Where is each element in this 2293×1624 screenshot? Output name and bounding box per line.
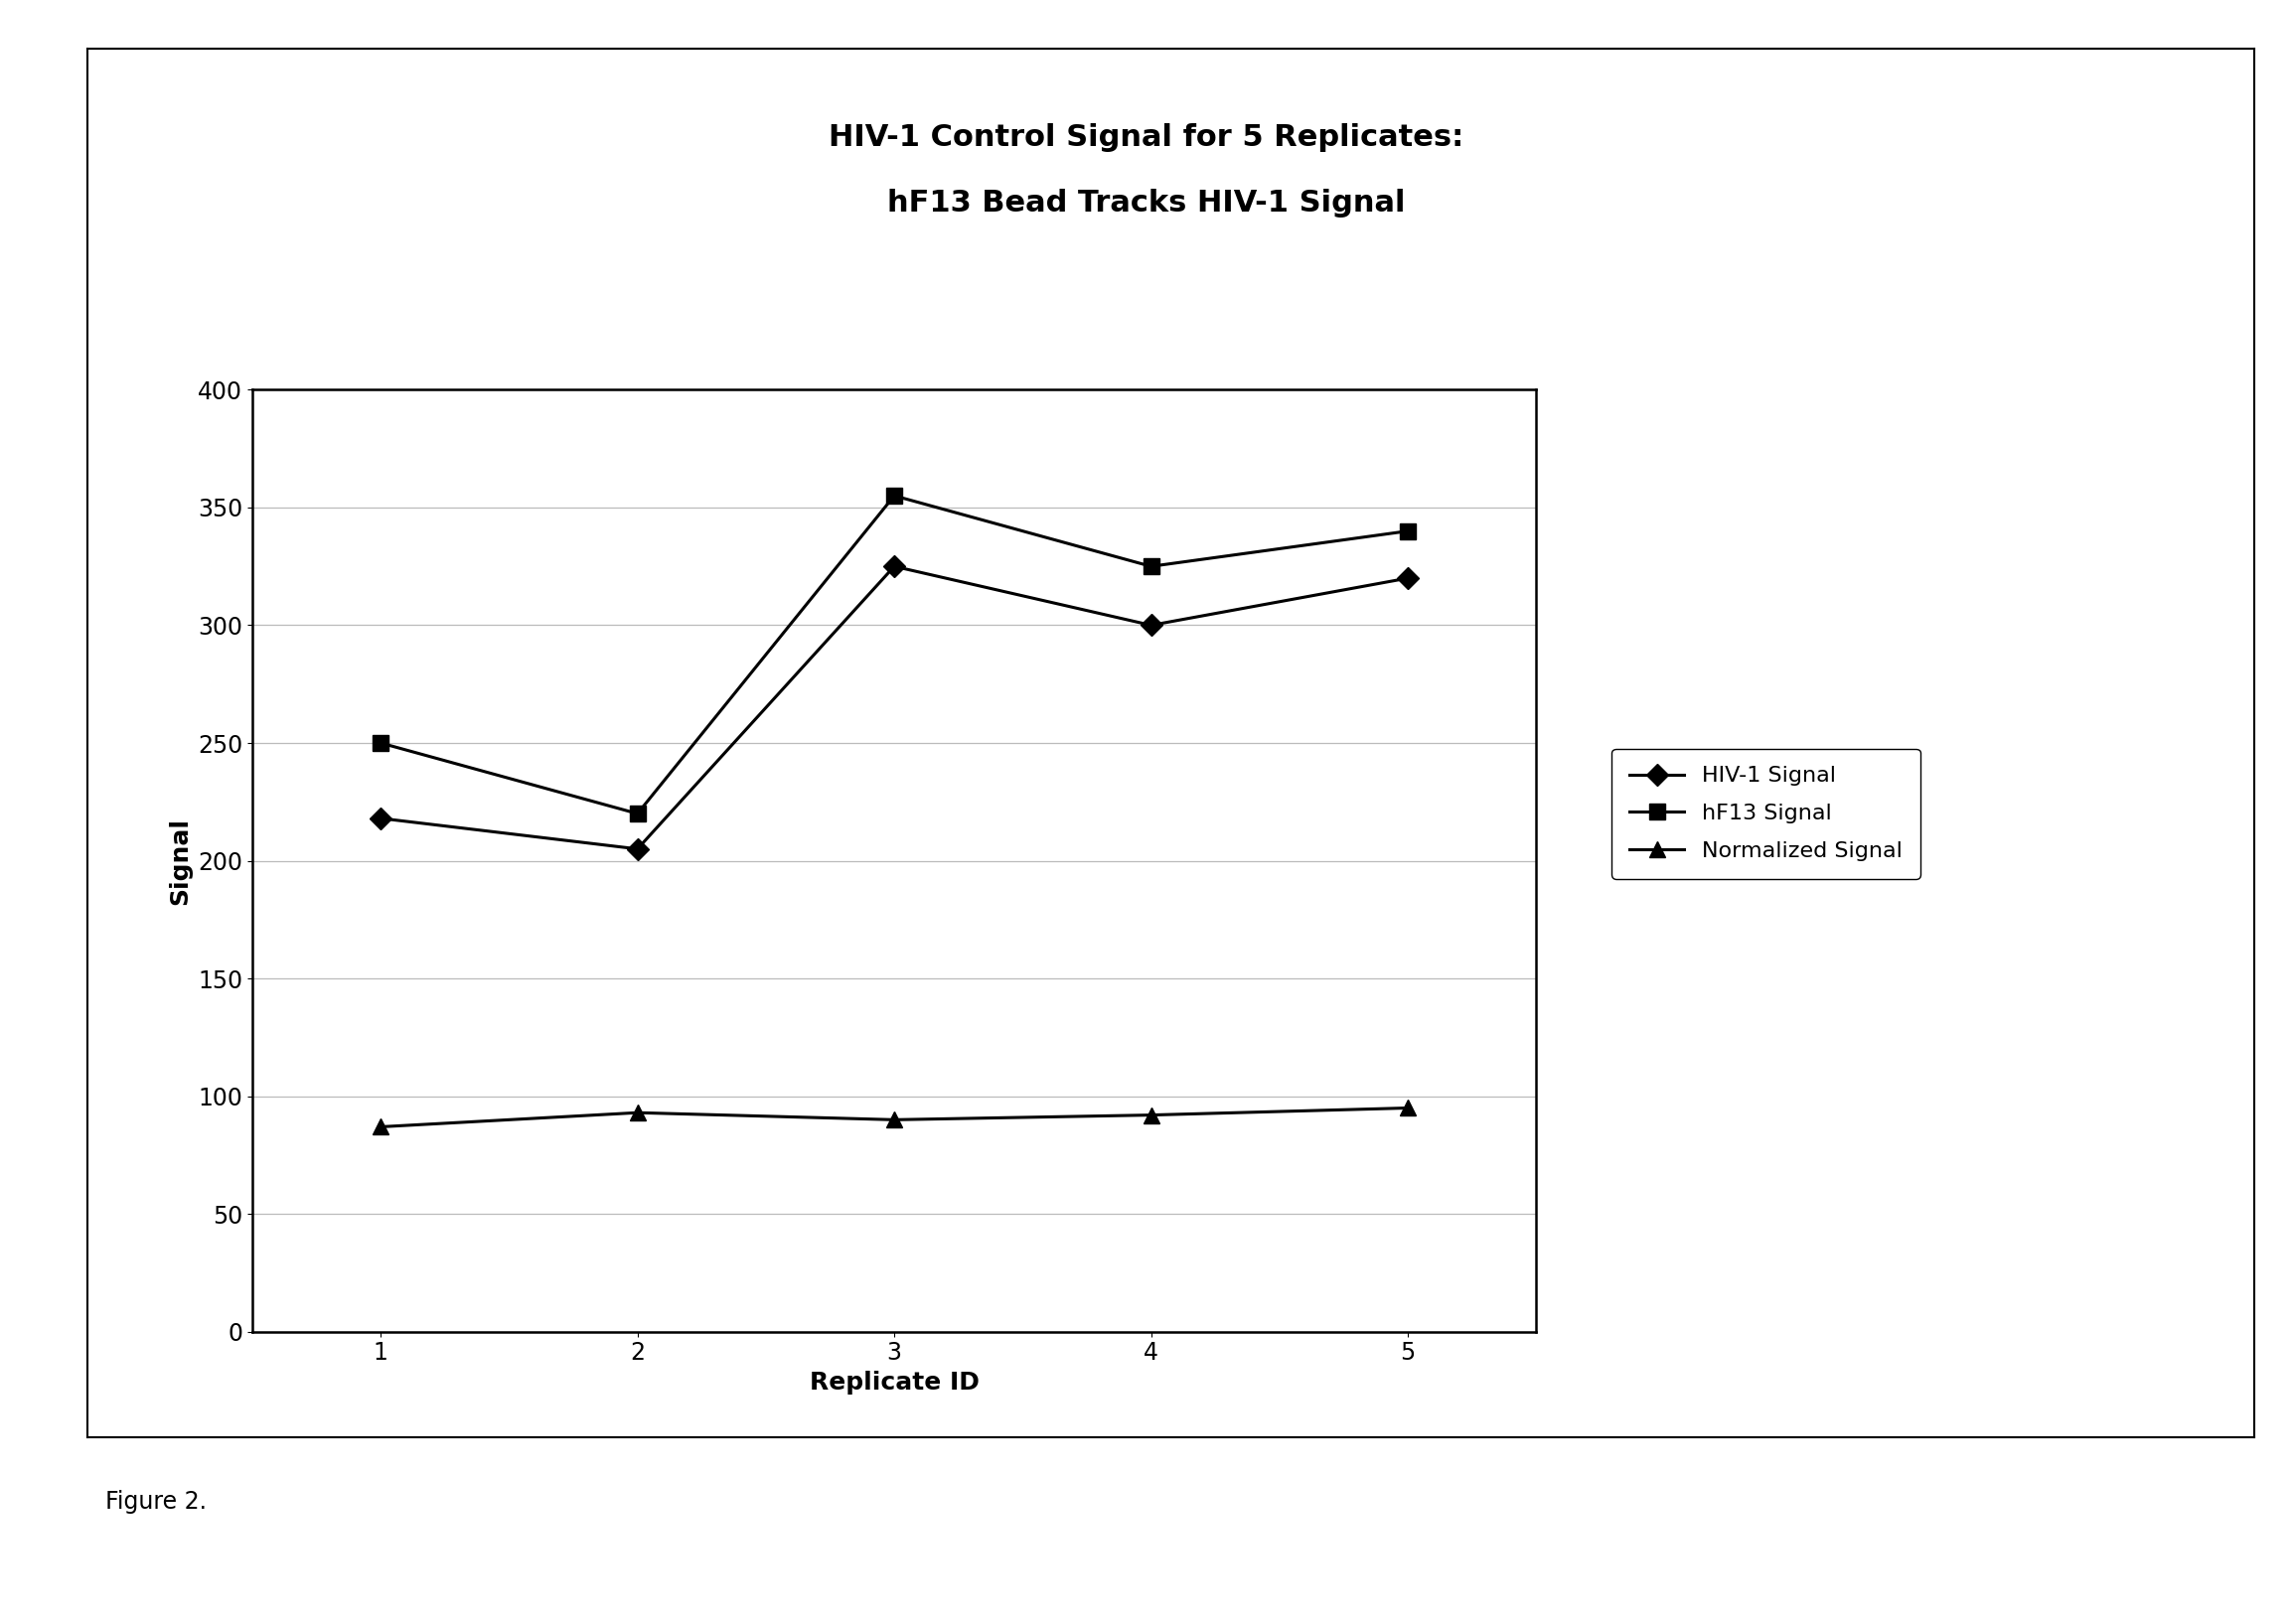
Normalized Signal — [624, 1103, 651, 1122]
hF13 Signal — [1137, 557, 1165, 577]
HIV-1 Signal — [624, 840, 651, 859]
Normalized Signal — [1394, 1098, 1422, 1117]
Normalized Signal — [881, 1111, 908, 1130]
Text: Figure 2.: Figure 2. — [105, 1491, 206, 1514]
Y-axis label: Signal: Signal — [167, 817, 193, 905]
Normalized Signal — [367, 1117, 394, 1137]
hF13 Signal — [1394, 521, 1422, 541]
hF13 Signal — [881, 486, 908, 505]
Line: HIV-1 Signal: HIV-1 Signal — [374, 559, 1415, 856]
Normalized Signal — [1137, 1106, 1165, 1125]
Line: Normalized Signal: Normalized Signal — [374, 1101, 1415, 1135]
hF13 Signal — [367, 732, 394, 752]
HIV-1 Signal — [1394, 568, 1422, 588]
HIV-1 Signal — [881, 557, 908, 577]
Line: hF13 Signal: hF13 Signal — [374, 489, 1415, 822]
Text: hF13 Bead Tracks HIV-1 Signal: hF13 Bead Tracks HIV-1 Signal — [887, 188, 1406, 218]
Legend: HIV-1 Signal, hF13 Signal, Normalized Signal: HIV-1 Signal, hF13 Signal, Normalized Si… — [1612, 749, 1919, 879]
Text: HIV-1 Control Signal for 5 Replicates:: HIV-1 Control Signal for 5 Replicates: — [830, 123, 1463, 153]
hF13 Signal — [624, 804, 651, 823]
X-axis label: Replicate ID: Replicate ID — [809, 1371, 979, 1395]
HIV-1 Signal — [367, 809, 394, 828]
HIV-1 Signal — [1137, 615, 1165, 635]
